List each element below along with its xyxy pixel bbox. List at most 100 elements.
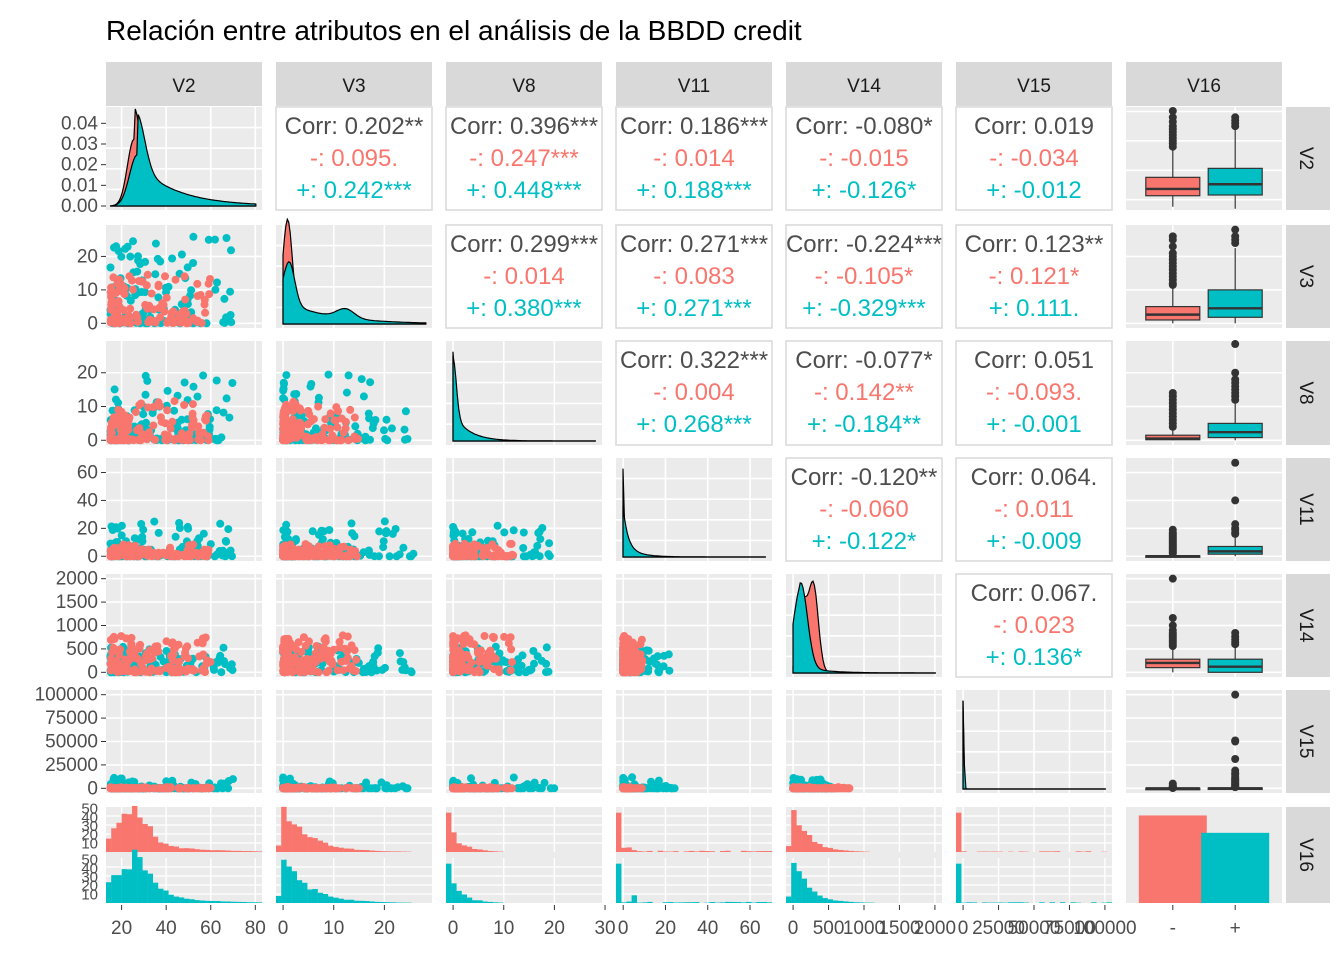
histogram-bar	[786, 846, 792, 852]
panel-V14-V8	[446, 574, 606, 677]
scatter-point	[366, 435, 374, 444]
scatter-point	[161, 283, 170, 292]
histogram-bar	[317, 892, 323, 903]
corr-positive-group: +: 0.271***	[636, 295, 751, 322]
corr-overall: Corr: 0.202**	[285, 113, 424, 140]
bar-positive	[1201, 832, 1270, 903]
x-tick-label: 0	[788, 918, 799, 939]
scatter-point	[302, 552, 311, 561]
scatter-point	[841, 784, 850, 793]
scatter-point	[106, 433, 115, 442]
histogram-bar	[1106, 902, 1113, 903]
scatter-point	[169, 319, 178, 327]
scatter-point	[145, 315, 154, 324]
scatter-point	[282, 784, 291, 793]
scatter-point	[155, 666, 164, 675]
panel-V11-V8	[446, 458, 606, 561]
scatter-point	[174, 552, 183, 561]
scatter-point	[193, 279, 202, 288]
box-outlier	[1168, 389, 1177, 397]
scatter-point	[151, 435, 160, 444]
scatter-point	[501, 784, 510, 793]
panel-V15-V2	[106, 690, 262, 793]
scatter-point	[352, 655, 361, 664]
histogram-bar	[806, 835, 813, 852]
histogram-bar	[956, 812, 962, 852]
scatter-point	[632, 653, 641, 661]
corr-negative-group: -: 0.142**	[814, 379, 914, 406]
histogram-bar	[390, 851, 396, 852]
scatter-point	[113, 662, 122, 671]
scatter-point	[148, 409, 157, 417]
scatter-point	[193, 292, 202, 300]
histogram-bar	[982, 902, 988, 903]
scatter-point	[308, 664, 317, 673]
scatter-point	[630, 645, 639, 654]
scatter-point	[283, 435, 292, 444]
strip-right-label-V15: V15	[1295, 725, 1316, 759]
corr-panel-V8-V11: Corr: 0.322*** -: 0.004 +: 0.268***	[615, 340, 773, 446]
histogram-bar	[158, 888, 164, 903]
histogram-bar	[225, 850, 231, 852]
scatter-point	[474, 665, 483, 674]
scatter-point	[199, 371, 208, 380]
scatter-point	[654, 667, 663, 676]
scatter-point	[400, 425, 409, 434]
scatter-point	[194, 422, 203, 431]
histogram-bar	[369, 901, 375, 903]
corr-panel-V2-V3: Corr: 0.202** -: 0.095. +: 0.242***	[275, 106, 433, 211]
scatter-point	[182, 783, 191, 792]
scatter-point	[205, 290, 214, 299]
scatter-point	[227, 246, 235, 255]
scatter-point	[146, 667, 155, 676]
scatter-point	[519, 552, 528, 561]
scatter-point	[185, 317, 193, 326]
scatter-point	[201, 308, 210, 317]
x-tick-label: 20	[111, 918, 132, 939]
histogram-bar	[668, 902, 674, 903]
box-outlier	[1168, 574, 1177, 583]
histogram-bar	[189, 848, 195, 852]
histogram-bar	[1049, 902, 1055, 903]
scatter-point	[509, 526, 518, 535]
histogram-bar	[184, 898, 190, 903]
scatter-point	[489, 634, 498, 643]
panel-V15-V8	[446, 690, 606, 793]
histogram-bar	[194, 900, 200, 903]
scatter-point	[161, 419, 170, 428]
histogram-bar	[246, 902, 252, 903]
density-positive	[109, 114, 257, 207]
scatter-point	[346, 545, 355, 554]
density-positive	[622, 505, 766, 558]
histogram-bar	[482, 901, 488, 903]
scatter-point	[189, 382, 198, 391]
histogram-bar	[725, 850, 731, 852]
scatter-point	[366, 378, 375, 387]
scatter-point	[330, 544, 339, 553]
scatter-point	[318, 647, 327, 656]
scatter-point	[224, 784, 233, 793]
histogram-bar	[354, 849, 360, 852]
scatter-point	[529, 647, 538, 655]
x-tick-label: 0	[618, 918, 629, 939]
x-tick-label: 75000	[1043, 918, 1096, 939]
scatter-point	[654, 776, 663, 785]
histogram-bar	[137, 857, 143, 903]
scatter-point	[204, 432, 213, 441]
density-positive	[282, 261, 427, 325]
box-body	[1145, 176, 1201, 197]
corr-overall: Corr: 0.322***	[620, 347, 768, 374]
strip-right-label-V8: V8	[1295, 381, 1316, 404]
histogram-bar	[812, 841, 818, 852]
histogram-bar	[694, 851, 700, 852]
scatter-point	[457, 635, 466, 644]
corr-positive-group: +: -0.329***	[802, 295, 925, 322]
histogram-bar	[1039, 902, 1045, 903]
histogram-bar	[791, 862, 797, 903]
scatter-point	[533, 652, 542, 661]
scatter-point	[341, 417, 350, 426]
corr-panel-V11-V15: Corr: 0.064. -: 0.011 +: -0.009	[955, 457, 1113, 562]
histogram-bar	[251, 902, 257, 903]
histogram-bar	[740, 902, 747, 903]
